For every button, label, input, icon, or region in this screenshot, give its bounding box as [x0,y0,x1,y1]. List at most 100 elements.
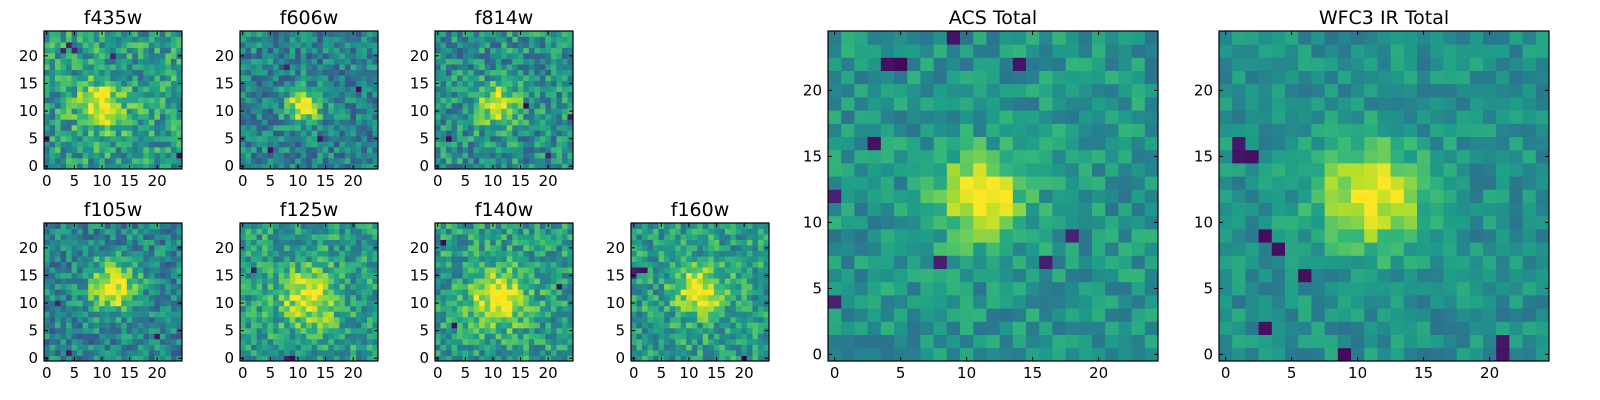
pixel [93,31,100,37]
pixel [44,91,50,98]
pixel [490,239,497,246]
pixel [339,267,346,274]
pixel [894,215,908,230]
pixel [567,261,574,268]
pixel [295,91,302,98]
pixel [523,305,530,312]
pixel [262,316,268,323]
pixel [148,267,155,274]
pixel [534,278,541,285]
pixel [115,338,122,345]
pixel [658,344,665,351]
pixel [545,141,552,148]
pixel [300,223,307,229]
pixel [867,308,882,322]
pixel [55,135,61,142]
pixel [137,163,144,170]
pixel [735,256,742,263]
pixel [317,75,324,82]
pixel [49,294,56,301]
pixel [170,86,177,93]
pixel [311,344,318,351]
pixel [512,141,519,148]
pixel [170,327,177,334]
pixel [143,124,150,131]
pixel [462,152,469,159]
pixel [691,289,698,296]
pixel [752,256,759,263]
pixel [49,239,56,246]
pixel [361,119,368,126]
pixel [311,223,318,229]
pixel [350,289,357,296]
pixel [933,268,948,283]
pixel [854,295,868,309]
pixel [350,75,357,82]
pixel [82,86,89,93]
pixel [462,338,469,345]
pixel [60,349,67,356]
pixel [284,272,291,279]
pixel [713,311,720,318]
pixel [317,97,324,104]
pixel [462,108,469,115]
pixel [495,146,502,153]
pixel [763,234,770,240]
pixel [267,130,274,137]
pixel [176,141,183,148]
pixel [658,250,665,257]
y-tick-label: 5 [419,322,429,340]
pixel [457,256,463,263]
pixel [333,31,340,37]
pixel [300,256,307,263]
pixel [240,250,246,257]
pixel [647,349,654,356]
pixel [631,344,637,351]
pixel [495,294,502,301]
pixel [256,239,263,246]
pixel [550,245,557,251]
pixel [99,311,106,318]
pixel [333,53,340,59]
pixel [946,202,961,217]
pixel [372,223,379,229]
pixel [986,268,1000,283]
pixel [121,113,128,120]
pixel [273,108,280,115]
pixel [372,344,379,351]
pixel [567,69,574,76]
pixel [137,124,144,131]
pixel [763,349,770,356]
pixel [355,80,362,87]
pixel [457,97,463,104]
pixel [71,69,78,76]
pixel [71,294,78,301]
pixel [311,58,318,65]
pixel [446,228,452,235]
pixel [372,256,379,263]
pixel [110,42,117,48]
pixel [973,229,987,243]
pixel [1078,229,1093,243]
pixel [251,163,257,170]
pixel [556,31,563,37]
pixel [484,289,491,296]
pixel [154,42,161,48]
pixel [880,215,895,230]
pixel [517,239,524,246]
pixel [82,163,89,170]
pixel [372,228,379,235]
pixel [256,294,263,301]
pixel [960,163,974,177]
pixel [77,311,84,318]
pixel [99,91,106,98]
pixel [741,267,748,274]
pixel [642,333,648,340]
pixel [132,239,139,246]
pixel [322,53,329,59]
pixel [440,294,447,301]
pixel [115,327,122,334]
pixel [894,189,908,203]
pixel [148,124,155,131]
pixel [317,256,324,263]
